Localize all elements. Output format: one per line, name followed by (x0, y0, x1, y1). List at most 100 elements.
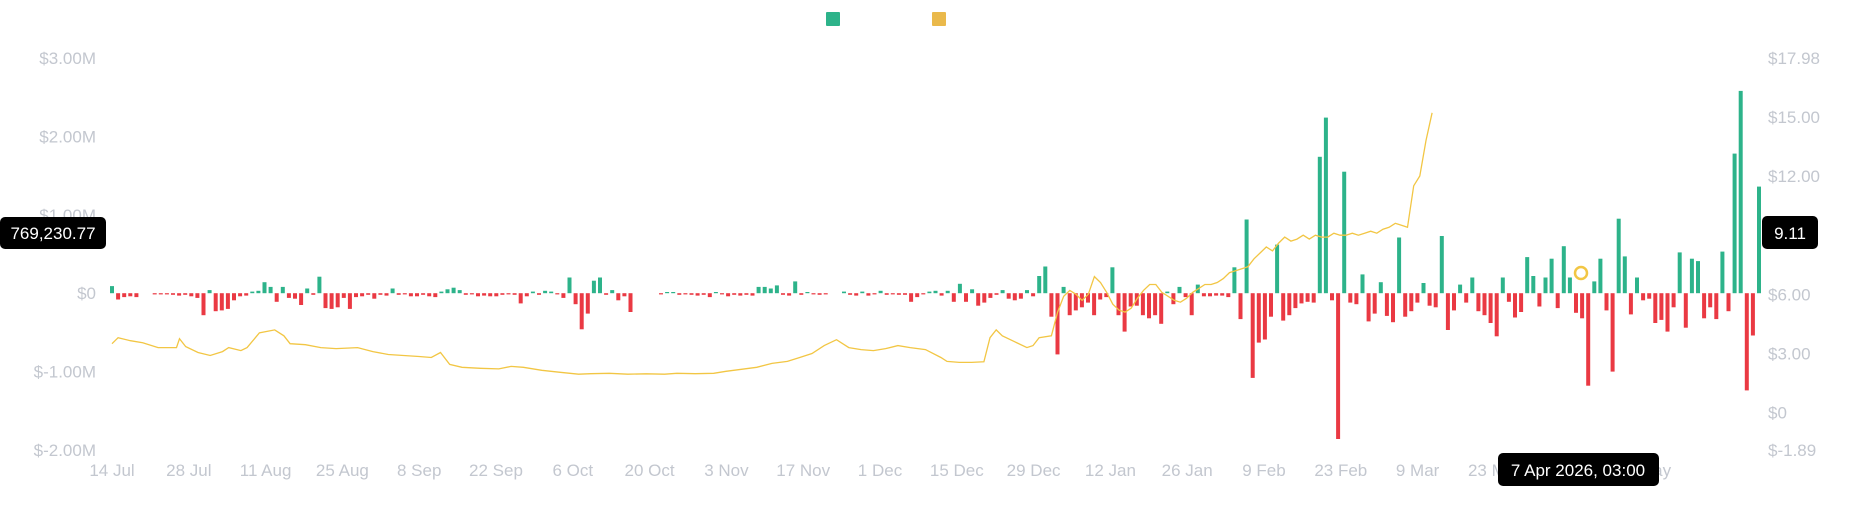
flow-bar (293, 293, 297, 299)
right-tick-label: $6.00 (1768, 285, 1811, 304)
left-tick-label: $2.00M (39, 127, 96, 146)
flow-bar (1452, 293, 1456, 311)
flow-bar (744, 293, 749, 295)
flow-bar (567, 277, 572, 294)
flow-bar (1025, 290, 1029, 294)
flow-bar (591, 280, 596, 294)
flow-bar (1500, 277, 1505, 294)
flow-bar (964, 293, 968, 302)
flow-bar (238, 293, 243, 297)
flow-bar (768, 288, 773, 294)
flow-bar (1433, 293, 1438, 308)
flow-bar (1628, 293, 1633, 315)
flow-bar (1732, 153, 1737, 294)
flow-bar (1214, 293, 1219, 296)
flow-bar (1000, 290, 1005, 294)
left-tick-label: $-1.00M (34, 363, 96, 382)
flow-bar (134, 293, 139, 298)
right-tick-label: $-1.89 (1768, 441, 1816, 460)
flow-bar (1513, 293, 1517, 318)
flow-bar (244, 293, 249, 296)
flow-bar (1153, 293, 1158, 316)
flow-bar (1104, 293, 1109, 298)
flow-bar (1147, 293, 1151, 319)
flow-bar (506, 293, 511, 295)
legend-swatch-series-1[interactable] (826, 12, 840, 26)
flow-bar (866, 293, 871, 296)
x-tick-label: 25 Aug (316, 461, 369, 480)
flow-bar (1092, 293, 1097, 316)
flow-bar (707, 293, 712, 298)
flow-bar (1506, 293, 1511, 302)
flow-bar (1409, 293, 1414, 312)
flow-bar (1311, 293, 1316, 303)
flow-bar (311, 293, 316, 295)
flow-bar (1342, 171, 1347, 294)
flow-bar (1708, 293, 1713, 308)
flow-bar (421, 293, 426, 295)
flow-bar (463, 293, 468, 295)
flow-bar (476, 293, 480, 297)
flow-bar (884, 293, 889, 295)
flow-bar (1427, 293, 1432, 306)
flow-bar (1616, 218, 1621, 294)
x-tick-label: 23 Feb (1314, 461, 1367, 480)
flow-bar (1201, 293, 1206, 297)
flow-bar (1031, 293, 1036, 297)
flow-bar (183, 293, 188, 295)
flow-bar (1391, 293, 1395, 323)
flow-bar (945, 290, 950, 294)
flow-bar (1116, 293, 1121, 316)
right-tick-label: $17.98 (1768, 49, 1820, 68)
flow-bar (1330, 293, 1334, 301)
flow-bar (1543, 277, 1548, 294)
flow-bar (933, 290, 938, 294)
flow-bar (1220, 293, 1225, 296)
x-tick-label: 17 Nov (776, 461, 830, 480)
legend-swatch-series-2[interactable] (932, 12, 946, 26)
flow-bar (189, 293, 194, 297)
flow-bar (530, 291, 535, 294)
x-tick-label: 20 Oct (625, 461, 675, 480)
flow-bar (1238, 293, 1243, 320)
flow-bar (1110, 267, 1115, 294)
flow-bar (408, 293, 413, 297)
flow-bar (274, 293, 279, 302)
flow-bar (1098, 293, 1103, 300)
flow-bar (1360, 274, 1365, 294)
flow-bar (787, 293, 792, 296)
flow-bar (793, 281, 798, 294)
legend[interactable] (826, 12, 946, 26)
flow-bar (1696, 261, 1700, 294)
x-tick-label: 3 Nov (704, 461, 749, 480)
flow-bar (1689, 258, 1694, 294)
flow-bar (799, 293, 804, 295)
flow-bar (549, 291, 554, 294)
flow-bar (152, 293, 157, 295)
flow-bar (1018, 293, 1023, 299)
flow-bar (1592, 281, 1597, 294)
flow-bar (726, 293, 731, 297)
flow-bar (469, 293, 474, 295)
flow-bar (878, 290, 883, 294)
flow-bar (1061, 286, 1066, 294)
flow-bar (1714, 293, 1719, 320)
flow-bar (280, 286, 285, 294)
right-value-text: 9.11 (1774, 224, 1806, 243)
flow-bar (970, 289, 975, 294)
x-tick-label: 29 Dec (1007, 461, 1061, 480)
flow-bar (909, 293, 914, 302)
right-tick-label: $3.00 (1768, 345, 1811, 364)
x-tick-label: 11 Aug (240, 461, 292, 480)
flow-bar (683, 293, 688, 295)
flow-bar (659, 293, 663, 295)
flow-bar (390, 288, 395, 294)
flow-bar (823, 293, 828, 295)
flow-bar (1683, 293, 1688, 328)
flow-bar (164, 293, 169, 295)
flow-bar (1757, 186, 1761, 294)
x-crosshair-tag: 7 Apr 2026, 03:00 (1498, 453, 1659, 486)
x-tick-label: 22 Sep (469, 461, 523, 480)
left-tick-label: $-2.00M (34, 441, 96, 460)
flow-bar (451, 287, 456, 294)
